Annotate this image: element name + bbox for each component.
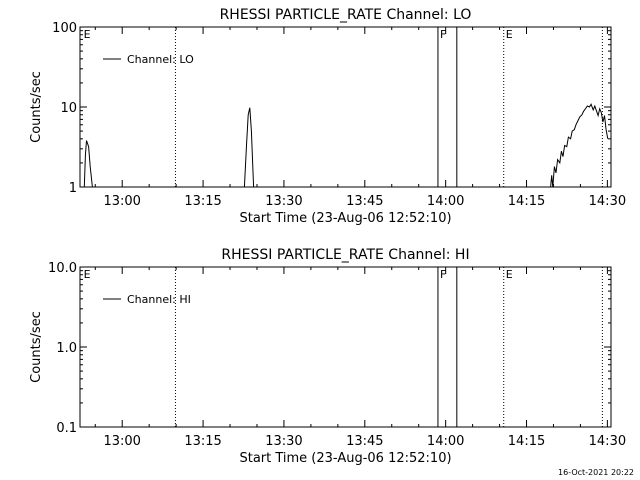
panel-1-y-tick-label-2: 10 (60, 101, 77, 116)
panel-1-marker-label-1: E (84, 28, 91, 41)
panel-1-x-tick-label-5: 14:00 (427, 194, 464, 209)
panel-2-marker-label-1: E (84, 268, 91, 281)
panel-1-title: RHESSI PARTICLE_RATE Channel: LO (220, 7, 472, 23)
panel-2-y-axis-label: Counts/sec (29, 311, 44, 383)
panel-2-x-axis-label: Start Time (23-Aug-06 12:52:10) (239, 451, 451, 466)
panel-1-x-tick-label-1: 13:00 (103, 194, 140, 209)
panel-1-series-1-segment-3 (550, 103, 609, 188)
panel-2-x-tick-label-5: 14:00 (427, 434, 464, 449)
panel-1-x-tick-label-4: 13:45 (346, 194, 383, 209)
panel-2-y-tick-label-2: 1.0 (56, 341, 77, 356)
panel-2-x-tick-label-2: 13:15 (184, 434, 221, 449)
panel-1-marker-label-5: E (506, 28, 513, 41)
panel-1-y-tick-label-3: 100 (52, 21, 77, 36)
panel-1-series-1-segment-2 (243, 107, 255, 188)
panel-2-axes-frame (79, 266, 612, 428)
panel-2-title: RHESSI PARTICLE_RATE Channel: HI (221, 247, 469, 263)
panel-1-x-tick-label-2: 13:15 (184, 194, 221, 209)
panel-2-y-tick-label-3: 10.0 (48, 261, 77, 276)
footer-timestamp: 16-Oct-2021 20:22 (558, 468, 634, 477)
panel-1-x-tick-label-6: 14:15 (508, 194, 545, 209)
panel-2-x-tick-label-7: 14:30 (589, 434, 626, 449)
panel-1-axes-frame (79, 26, 612, 188)
panel-1-series-1-segment-1 (83, 140, 93, 188)
panel-2-x-tick-label-3: 13:30 (265, 434, 302, 449)
panel-2-y-tick-label-1: 0.1 (56, 421, 77, 436)
panel-2-x-tick-label-1: 13:00 (103, 434, 140, 449)
particle-rate-plots: RHESSI PARTICLE_RATE Channel: LO E F E 13:00… (29, 7, 626, 466)
panel-1-x-axis-label: Start Time (23-Aug-06 12:52:10) (239, 211, 451, 226)
panel-2-x-tick-label-6: 14:15 (508, 434, 545, 449)
panel-2-legend-label: Channel: HI (127, 293, 191, 306)
panel-2-x-tick-label-4: 13:45 (346, 434, 383, 449)
panel-1-y-tick-label-1: 1 (69, 181, 77, 196)
panel-1-legend-label: Channel: LO (127, 53, 194, 66)
panel-1-y-axis-label: Counts/sec (29, 71, 44, 143)
panel-2-marker-label-5: E (506, 268, 513, 281)
panel-1-x-tick-label-3: 13:30 (265, 194, 302, 209)
panel-2-marker-label-3: F (440, 268, 446, 281)
panel-1-x-tick-label-7: 14:30 (589, 194, 626, 209)
panel-1-marker-label-3: F (440, 28, 446, 41)
